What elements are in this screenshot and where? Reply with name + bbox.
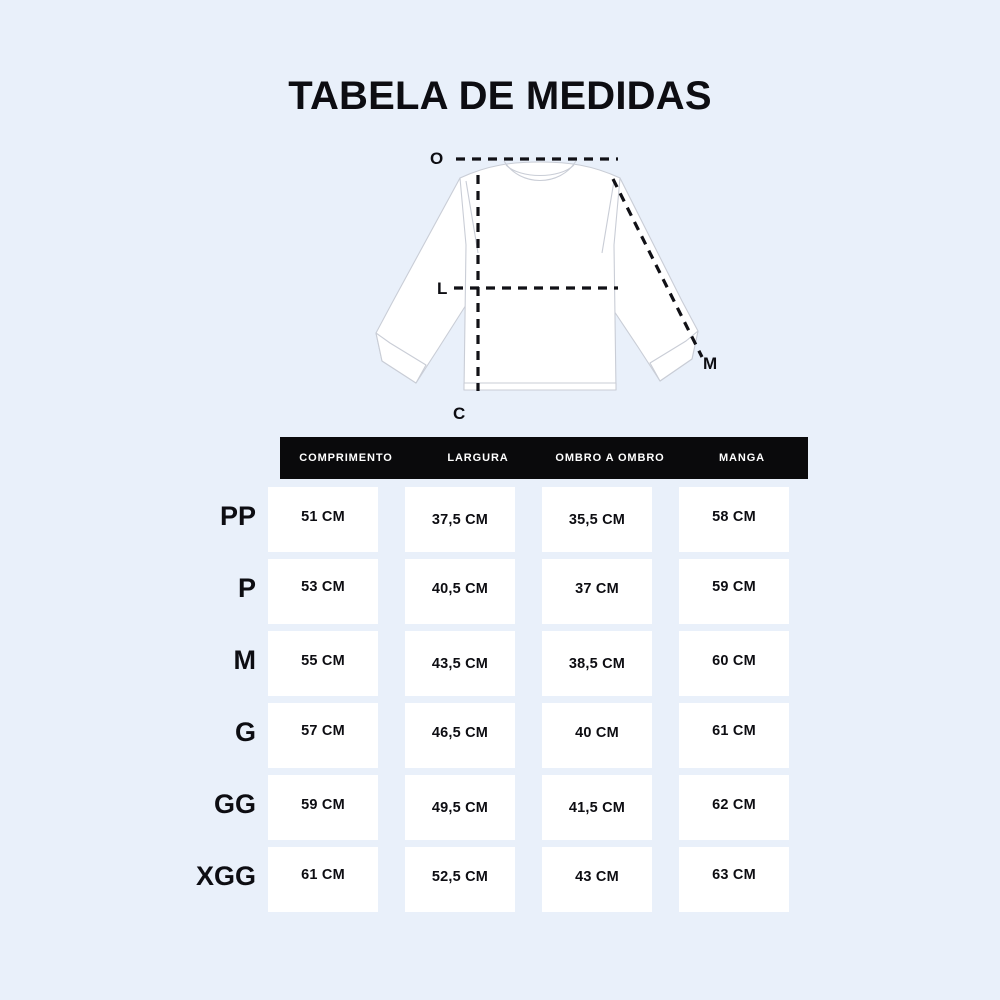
column-header-manga: MANGA [718, 452, 766, 464]
column-header-ombro-a-ombro: OMBRO A OMBRO [555, 452, 665, 464]
measure-cell: 40,5 CM [405, 559, 515, 624]
measure-cell: 53 CM [268, 559, 378, 624]
dimension-label-sleeve: M [703, 354, 718, 373]
column-header-comprimento: COMPRIMENTO [299, 452, 393, 464]
table-row: P 53 CM 40,5 CM 37 CM 59 CM [150, 559, 850, 631]
measure-cell: 46,5 CM [405, 703, 515, 768]
measure-cell: 58 CM [679, 487, 789, 552]
measure-cell: 37,5 CM [405, 487, 515, 552]
garment-body [459, 161, 621, 391]
collar-inner [503, 160, 577, 181]
measure-cell: 59 CM [268, 775, 378, 840]
table-body: PP 51 CM 37,5 CM 35,5 CM 58 CM P 53 CM 4… [150, 487, 850, 919]
size-label: M [233, 645, 257, 675]
dimension-label-shoulder: O [430, 149, 444, 168]
size-label: GG [213, 789, 256, 819]
measure-cell: 63 CM [679, 847, 789, 912]
measure-cell: 61 CM [268, 847, 378, 912]
table-row: XGG 61 CM 52,5 CM 43 CM 63 CM [150, 847, 850, 919]
table-header-row: COMPRIMENTO LARGURA OMBRO A OMBRO MANGA [280, 437, 808, 479]
measure-cell: 41,5 CM [542, 775, 652, 840]
left-shoulder-seam [465, 180, 479, 254]
dimension-label-length: C [453, 404, 466, 423]
hem [463, 382, 617, 391]
size-label: XGG [195, 861, 256, 891]
left-cuff [375, 332, 427, 384]
measure-cell: 60 CM [679, 631, 789, 696]
measure-cell: 51 CM [268, 487, 378, 552]
measure-cell: 37 CM [542, 559, 652, 624]
dimension-label-width: L [437, 279, 448, 298]
size-label: G [234, 717, 256, 747]
measure-cell: 57 CM [268, 703, 378, 768]
measure-cell: 61 CM [679, 703, 789, 768]
measure-cell: 62 CM [679, 775, 789, 840]
sleeve-guide-line [611, 178, 704, 358]
garment-illustration [330, 135, 750, 435]
table-row: GG 59 CM 49,5 CM 41,5 CM 62 CM [150, 775, 850, 847]
right-cuff [649, 330, 699, 382]
table-row: M 55 CM 43,5 CM 38,5 CM 60 CM [150, 631, 850, 703]
measure-cell: 59 CM [679, 559, 789, 624]
measure-cell: 40 CM [542, 703, 652, 768]
measure-cell: 49,5 CM [405, 775, 515, 840]
table-row: PP 51 CM 37,5 CM 35,5 CM 58 CM [150, 487, 850, 559]
right-shoulder-seam [601, 180, 615, 254]
measure-cell: 43 CM [542, 847, 652, 912]
measure-cell: 52,5 CM [405, 847, 515, 912]
measure-cell: 38,5 CM [542, 631, 652, 696]
measure-cell: 35,5 CM [542, 487, 652, 552]
measure-cell: 43,5 CM [405, 631, 515, 696]
size-label: P [237, 573, 256, 603]
measure-cell: 55 CM [268, 631, 378, 696]
table-row: G 57 CM 46,5 CM 40 CM 61 CM [150, 703, 850, 775]
page-title: TABELA DE MEDIDAS [288, 74, 712, 118]
size-label: PP [219, 501, 256, 531]
column-header-largura: LARGURA [447, 452, 509, 464]
